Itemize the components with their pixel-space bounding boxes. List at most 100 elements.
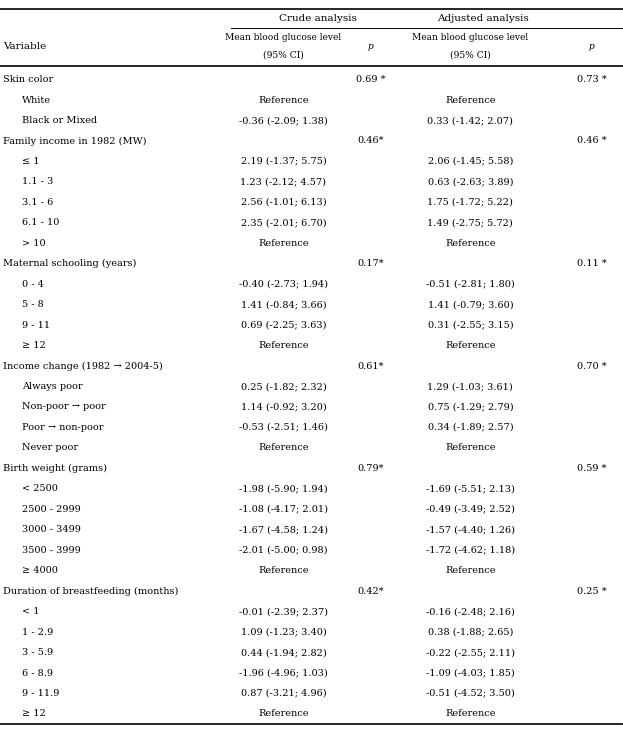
Text: Reference: Reference xyxy=(445,96,496,104)
Text: p: p xyxy=(589,42,595,51)
Text: (95% CI): (95% CI) xyxy=(263,51,304,60)
Text: 0 - 4: 0 - 4 xyxy=(22,280,44,288)
Text: 1.14 (-0.92; 3.20): 1.14 (-0.92; 3.20) xyxy=(240,402,326,412)
Text: 6.1 - 10: 6.1 - 10 xyxy=(22,218,59,227)
Text: -1.08 (-4.17; 2.01): -1.08 (-4.17; 2.01) xyxy=(239,505,328,514)
Text: -0.49 (-3.49; 2.52): -0.49 (-3.49; 2.52) xyxy=(426,505,515,514)
Text: Always poor: Always poor xyxy=(22,382,82,391)
Text: 0.34 (-1.89; 2.57): 0.34 (-1.89; 2.57) xyxy=(427,423,513,432)
Text: 0.44 (-1.94; 2.82): 0.44 (-1.94; 2.82) xyxy=(240,648,326,657)
Text: Reference: Reference xyxy=(258,96,309,104)
Text: 0.70 *: 0.70 * xyxy=(577,361,607,371)
Text: 0.46 *: 0.46 * xyxy=(577,137,607,145)
Text: -0.01 (-2.39; 2.37): -0.01 (-2.39; 2.37) xyxy=(239,607,328,616)
Text: Reference: Reference xyxy=(445,443,496,453)
Text: Never poor: Never poor xyxy=(22,443,78,453)
Text: 0.73 *: 0.73 * xyxy=(577,75,607,84)
Text: 9 - 11: 9 - 11 xyxy=(22,320,50,330)
Text: 6 - 8.9: 6 - 8.9 xyxy=(22,669,53,677)
Text: Non-poor → poor: Non-poor → poor xyxy=(22,402,105,412)
Text: 0.61*: 0.61* xyxy=(358,361,384,371)
Text: 2.06 (-1.45; 5.58): 2.06 (-1.45; 5.58) xyxy=(427,157,513,166)
Text: White: White xyxy=(22,96,51,104)
Text: 3000 - 3499: 3000 - 3499 xyxy=(22,526,81,534)
Text: 1.41 (-0.79; 3.60): 1.41 (-0.79; 3.60) xyxy=(427,300,513,310)
Text: < 2500: < 2500 xyxy=(22,484,58,493)
Text: -1.96 (-4.96; 1.03): -1.96 (-4.96; 1.03) xyxy=(239,669,328,677)
Text: -0.51 (-4.52; 3.50): -0.51 (-4.52; 3.50) xyxy=(426,689,515,698)
Text: Reference: Reference xyxy=(258,341,309,350)
Text: Crude analysis: Crude analysis xyxy=(279,14,356,23)
Text: < 1: < 1 xyxy=(22,607,39,616)
Text: 0.31 (-2.55; 3.15): 0.31 (-2.55; 3.15) xyxy=(427,320,513,330)
Text: Reference: Reference xyxy=(445,239,496,247)
Text: 0.63 (-2.63; 3.89): 0.63 (-2.63; 3.89) xyxy=(427,177,513,186)
Text: 0.69 (-2.25; 3.63): 0.69 (-2.25; 3.63) xyxy=(240,320,326,330)
Text: 2.35 (-2.01; 6.70): 2.35 (-2.01; 6.70) xyxy=(240,218,326,227)
Text: Variable: Variable xyxy=(3,42,46,51)
Text: 2.56 (-1.01; 6.13): 2.56 (-1.01; 6.13) xyxy=(240,198,326,207)
Text: Black or Mixed: Black or Mixed xyxy=(22,116,97,125)
Text: 1 - 2.9: 1 - 2.9 xyxy=(22,628,53,637)
Text: 0.75 (-1.29; 2.79): 0.75 (-1.29; 2.79) xyxy=(427,402,513,412)
Text: -1.57 (-4.40; 1.26): -1.57 (-4.40; 1.26) xyxy=(426,526,515,534)
Text: 1.09 (-1.23; 3.40): 1.09 (-1.23; 3.40) xyxy=(240,628,326,637)
Text: 0.17*: 0.17* xyxy=(358,259,384,268)
Text: ≥ 4000: ≥ 4000 xyxy=(22,566,58,575)
Text: -1.98 (-5.90; 1.94): -1.98 (-5.90; 1.94) xyxy=(239,484,328,493)
Text: 5 - 8: 5 - 8 xyxy=(22,300,44,310)
Text: 0.33 (-1.42; 2.07): 0.33 (-1.42; 2.07) xyxy=(427,116,513,125)
Text: 2.19 (-1.37; 5.75): 2.19 (-1.37; 5.75) xyxy=(240,157,326,166)
Text: -0.16 (-2.48; 2.16): -0.16 (-2.48; 2.16) xyxy=(426,607,515,616)
Text: -2.01 (-5.00; 0.98): -2.01 (-5.00; 0.98) xyxy=(239,546,328,555)
Text: -1.09 (-4.03; 1.85): -1.09 (-4.03; 1.85) xyxy=(426,669,515,677)
Text: 1.1 - 3: 1.1 - 3 xyxy=(22,177,53,186)
Text: Duration of breastfeeding (months): Duration of breastfeeding (months) xyxy=(3,587,179,596)
Text: Skin color: Skin color xyxy=(3,75,54,84)
Text: -0.40 (-2.73; 1.94): -0.40 (-2.73; 1.94) xyxy=(239,280,328,288)
Text: p: p xyxy=(368,42,374,51)
Text: 0.79*: 0.79* xyxy=(358,464,384,473)
Text: 0.11 *: 0.11 * xyxy=(577,259,607,268)
Text: Reference: Reference xyxy=(445,566,496,575)
Text: 0.69 *: 0.69 * xyxy=(356,75,386,84)
Text: -0.51 (-2.81; 1.80): -0.51 (-2.81; 1.80) xyxy=(426,280,515,288)
Text: ≥ 12: ≥ 12 xyxy=(22,710,45,718)
Text: Reference: Reference xyxy=(445,341,496,350)
Text: 3.1 - 6: 3.1 - 6 xyxy=(22,198,53,207)
Text: Family income in 1982 (MW): Family income in 1982 (MW) xyxy=(3,137,146,145)
Text: Reference: Reference xyxy=(258,239,309,247)
Text: ≥ 12: ≥ 12 xyxy=(22,341,45,350)
Text: 1.75 (-1.72; 5.22): 1.75 (-1.72; 5.22) xyxy=(427,198,513,207)
Text: > 10: > 10 xyxy=(22,239,45,247)
Text: 0.87 (-3.21; 4.96): 0.87 (-3.21; 4.96) xyxy=(240,689,326,698)
Text: Poor → non-poor: Poor → non-poor xyxy=(22,423,103,432)
Text: 3 - 5.9: 3 - 5.9 xyxy=(22,648,53,657)
Text: -1.72 (-4.62; 1.18): -1.72 (-4.62; 1.18) xyxy=(426,546,515,555)
Text: Mean blood glucose level: Mean blood glucose level xyxy=(226,34,341,42)
Text: ≤ 1: ≤ 1 xyxy=(22,157,39,166)
Text: 0.42*: 0.42* xyxy=(358,587,384,596)
Text: 9 - 11.9: 9 - 11.9 xyxy=(22,689,59,698)
Text: Income change (1982 → 2004-5): Income change (1982 → 2004-5) xyxy=(3,361,163,371)
Text: Reference: Reference xyxy=(258,566,309,575)
Text: 0.25 (-1.82; 2.32): 0.25 (-1.82; 2.32) xyxy=(240,382,326,391)
Text: -1.67 (-4.58; 1.24): -1.67 (-4.58; 1.24) xyxy=(239,526,328,534)
Text: Reference: Reference xyxy=(258,710,309,718)
Text: Adjusted analysis: Adjusted analysis xyxy=(437,14,529,23)
Text: 1.23 (-2.12; 4.57): 1.23 (-2.12; 4.57) xyxy=(240,177,326,186)
Text: Reference: Reference xyxy=(445,710,496,718)
Text: Maternal schooling (years): Maternal schooling (years) xyxy=(3,259,136,269)
Text: Reference: Reference xyxy=(258,443,309,453)
Text: -1.69 (-5.51; 2.13): -1.69 (-5.51; 2.13) xyxy=(426,484,515,493)
Text: Mean blood glucose level: Mean blood glucose level xyxy=(412,34,528,42)
Text: Birth weight (grams): Birth weight (grams) xyxy=(3,464,107,473)
Text: 3500 - 3999: 3500 - 3999 xyxy=(22,546,80,555)
Text: 0.38 (-1.88; 2.65): 0.38 (-1.88; 2.65) xyxy=(427,628,513,637)
Text: 1.29 (-1.03; 3.61): 1.29 (-1.03; 3.61) xyxy=(427,382,513,391)
Text: 0.59 *: 0.59 * xyxy=(577,464,607,473)
Text: 0.25 *: 0.25 * xyxy=(577,587,607,596)
Text: 0.46*: 0.46* xyxy=(358,137,384,145)
Text: -0.53 (-2.51; 1.46): -0.53 (-2.51; 1.46) xyxy=(239,423,328,432)
Text: -0.36 (-2.09; 1.38): -0.36 (-2.09; 1.38) xyxy=(239,116,328,125)
